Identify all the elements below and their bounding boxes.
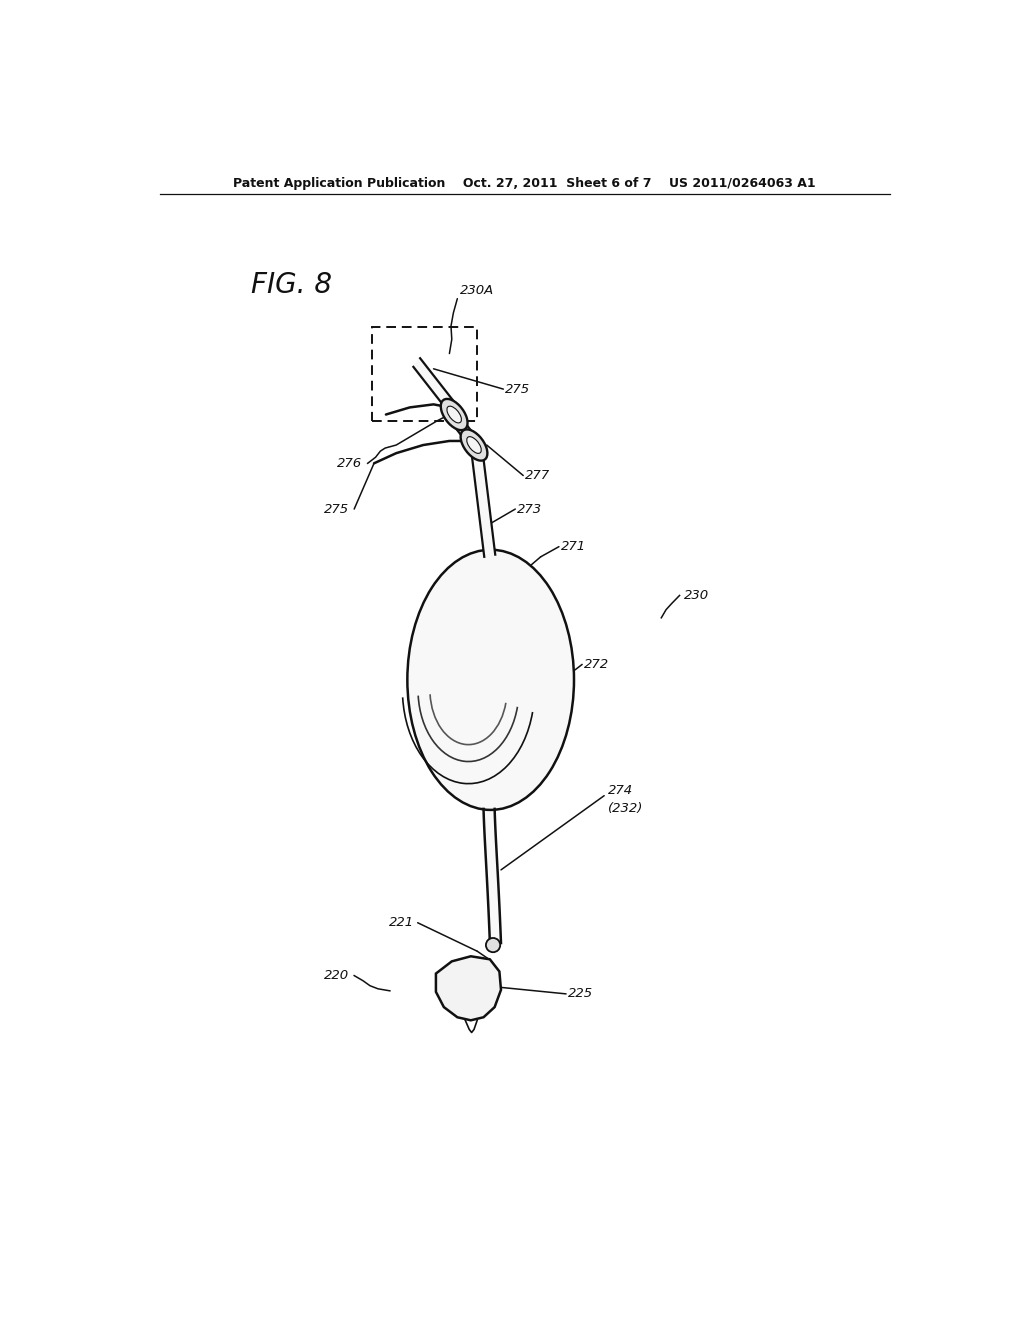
Ellipse shape (461, 429, 487, 461)
Text: 277: 277 (524, 469, 550, 482)
Text: 274: 274 (608, 784, 633, 797)
Text: Patent Application Publication    Oct. 27, 2011  Sheet 6 of 7    US 2011/0264063: Patent Application Publication Oct. 27, … (233, 177, 816, 190)
Bar (373, 327, 477, 421)
Text: 273: 273 (517, 503, 542, 516)
Text: 220: 220 (324, 969, 348, 982)
Text: 275: 275 (324, 503, 348, 516)
Polygon shape (472, 451, 496, 558)
Polygon shape (413, 358, 455, 412)
Text: 225: 225 (568, 987, 594, 1001)
Ellipse shape (408, 549, 574, 810)
Text: 275: 275 (505, 383, 530, 396)
Text: 230: 230 (684, 589, 709, 602)
Text: 271: 271 (560, 540, 586, 553)
Ellipse shape (440, 399, 468, 430)
Ellipse shape (486, 939, 500, 952)
Text: 230A: 230A (460, 284, 494, 297)
Ellipse shape (446, 407, 462, 422)
Text: FIG. 8: FIG. 8 (251, 272, 332, 300)
Text: 272: 272 (585, 659, 609, 671)
Polygon shape (455, 418, 474, 444)
Polygon shape (436, 956, 501, 1020)
Polygon shape (483, 809, 501, 942)
Text: 276: 276 (337, 457, 362, 470)
Text: 221: 221 (388, 916, 414, 929)
Ellipse shape (467, 437, 481, 453)
Text: (232): (232) (608, 803, 643, 816)
